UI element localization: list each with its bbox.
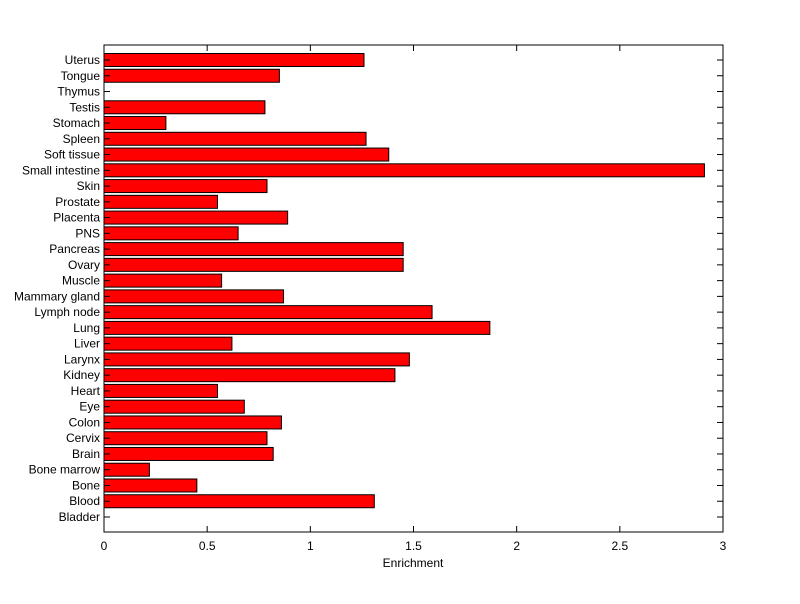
bar — [103, 273, 223, 288]
y-tick-label: Thymus — [57, 85, 100, 99]
bar — [103, 257, 404, 272]
y-tick-label: Soft tissue — [44, 148, 100, 162]
x-tick-label: 1 — [307, 539, 314, 553]
bar — [103, 383, 218, 398]
y-tick-label: Kidney — [63, 368, 100, 382]
x-tick-label: 3 — [720, 539, 727, 553]
bar — [103, 462, 150, 477]
y-tick-label: Brain — [72, 447, 100, 461]
y-tick-label: Bone — [72, 478, 100, 492]
bar — [103, 163, 705, 178]
bar — [103, 352, 410, 367]
y-tick-label: Uterus — [65, 53, 100, 67]
y-tick-label: Lung — [73, 321, 100, 335]
bar — [103, 478, 198, 493]
x-tick-label: 2 — [513, 539, 520, 553]
y-tick-label: Stomach — [53, 116, 100, 130]
y-tick-label: Bone marrow — [29, 463, 101, 477]
bar — [103, 305, 433, 320]
y-tick-label: Muscle — [62, 274, 100, 288]
bar — [103, 415, 282, 430]
bar — [103, 494, 375, 509]
x-tick-label: 1.5 — [405, 539, 422, 553]
bar — [103, 289, 285, 304]
bar — [103, 179, 268, 194]
y-tick-label: Colon — [69, 415, 100, 429]
bar — [103, 210, 289, 225]
y-tick-label: Mammary gland — [14, 289, 100, 303]
y-tick-label: Pancreas — [49, 242, 100, 256]
x-axis-label: Enrichment — [383, 556, 444, 570]
y-tick-label: Ovary — [68, 258, 100, 272]
x-tick-label: 0 — [101, 539, 108, 553]
bar — [103, 368, 396, 383]
y-tick-label: Lymph node — [34, 305, 100, 319]
y-tick-label: PNS — [75, 226, 100, 240]
y-tick-label: Liver — [74, 337, 100, 351]
y-tick-label: Testis — [69, 100, 100, 114]
y-tick-label: Blood — [69, 494, 100, 508]
y-tick-label: Tongue — [61, 69, 101, 83]
bar — [103, 446, 274, 461]
y-tick-label: Eye — [79, 400, 100, 414]
bar — [103, 399, 245, 414]
bar — [103, 100, 266, 115]
bar — [103, 194, 218, 209]
bar — [103, 226, 239, 241]
y-tick-label: Bladder — [59, 510, 100, 524]
bar — [103, 320, 491, 335]
y-tick-label: Prostate — [55, 195, 100, 209]
y-tick-label: Larynx — [64, 352, 100, 366]
y-tick-label: Placenta — [53, 211, 100, 225]
y-tick-label: Spleen — [63, 132, 100, 146]
y-tick-label: Cervix — [66, 431, 100, 445]
bar — [103, 131, 367, 146]
bar — [103, 242, 404, 257]
y-tick-label: Heart — [71, 384, 101, 398]
bar — [103, 336, 233, 351]
y-tick-label: Small intestine — [22, 163, 100, 177]
bar — [103, 431, 268, 446]
bar — [103, 68, 280, 83]
x-tick-label: 2.5 — [611, 539, 628, 553]
y-tick-label: Skin — [77, 179, 100, 193]
x-tick-label: 0.5 — [199, 539, 216, 553]
bar — [103, 147, 390, 162]
bar — [103, 116, 167, 131]
bar — [103, 53, 365, 67]
